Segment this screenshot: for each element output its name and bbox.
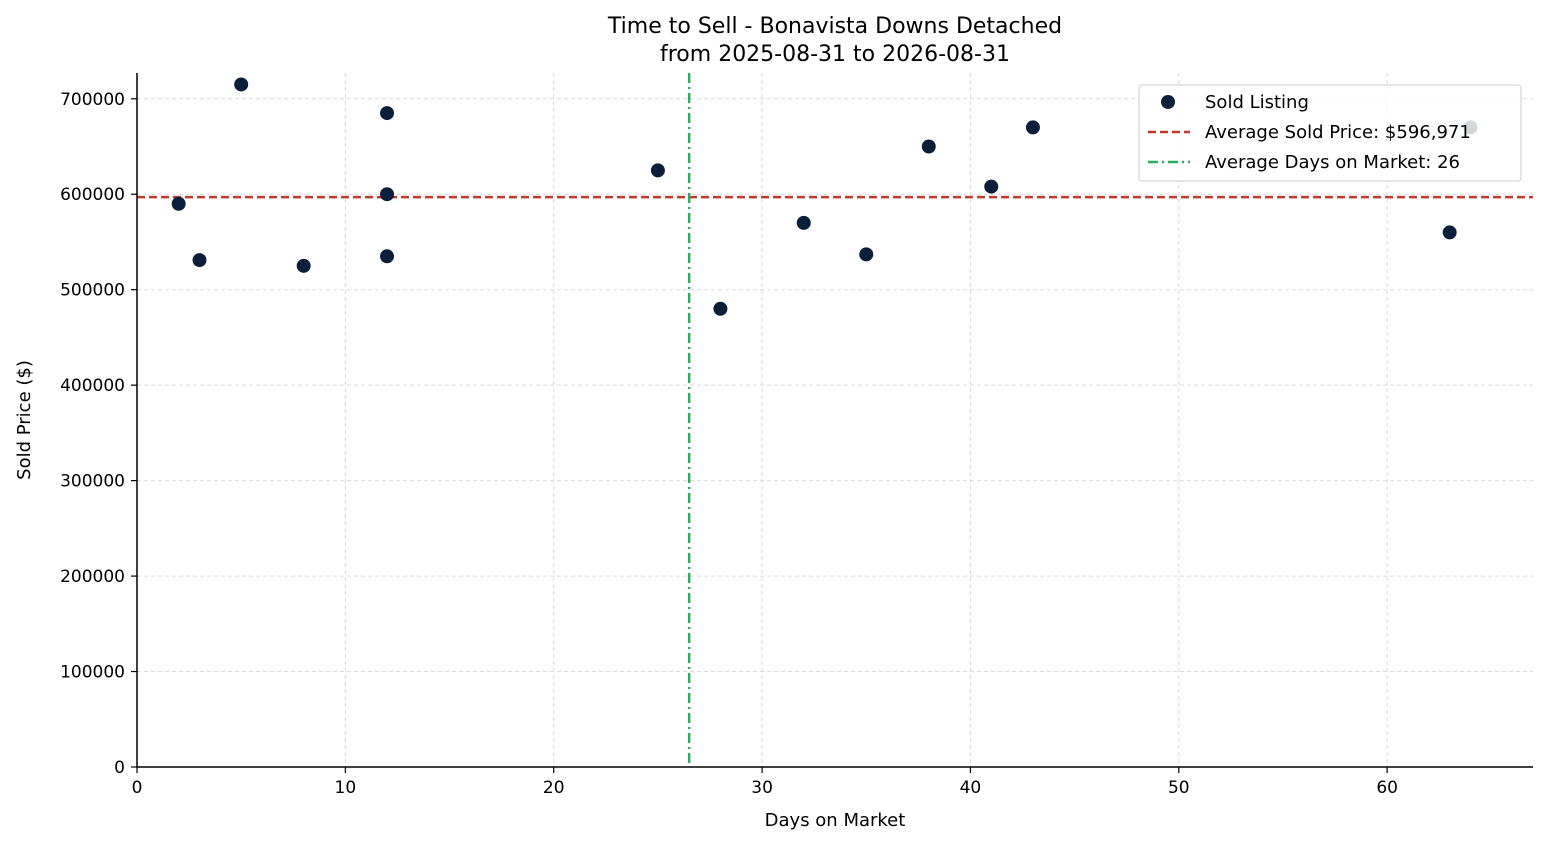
legend-label-average-sold-price: Average Sold Price: $596,971 xyxy=(1205,122,1471,143)
legend: Sold Listing Average Sold Price: $596,97… xyxy=(1138,84,1522,182)
data-point xyxy=(296,258,311,273)
legend-label-average-days: Average Days on Market: 26 xyxy=(1205,152,1460,173)
data-point xyxy=(234,77,249,92)
legend-marker-sold-listing xyxy=(1161,95,1175,109)
data-point xyxy=(380,106,395,121)
y-tick-label: 700000 xyxy=(60,90,125,110)
legend-box xyxy=(1138,84,1522,182)
legend-label-sold-listing: Sold Listing xyxy=(1205,92,1309,113)
data-point xyxy=(650,163,665,178)
y-tick-label: 500000 xyxy=(60,281,125,301)
y-tick-label: 600000 xyxy=(60,185,125,205)
chart-title: Time to Sell - Bonavista Downs Detached xyxy=(607,14,1062,39)
data-point xyxy=(921,139,936,154)
data-point xyxy=(192,253,207,268)
x-ticks: 0 10 20 30 40 50 60 xyxy=(132,767,1398,798)
y-ticks: 0 100000 200000 300000 400000 500000 600000 700… xyxy=(60,90,137,778)
x-tick-label: 40 xyxy=(960,778,982,798)
y-tick-label: 0 xyxy=(114,758,125,778)
y-tick-label: 400000 xyxy=(60,376,125,396)
chart-subtitle: from 2025-08-31 to 2026-08-31 xyxy=(660,42,1010,67)
data-point xyxy=(984,179,999,194)
data-point xyxy=(859,247,874,262)
y-tick-label: 200000 xyxy=(60,567,125,587)
y-tick-label: 100000 xyxy=(60,663,125,683)
x-tick-label: 0 xyxy=(132,778,143,798)
x-tick-label: 10 xyxy=(335,778,357,798)
reference-lines xyxy=(137,73,1533,767)
y-tick-label: 300000 xyxy=(60,472,125,492)
x-tick-label: 20 xyxy=(543,778,565,798)
data-point xyxy=(796,215,811,230)
data-point xyxy=(713,301,728,316)
x-tick-label: 50 xyxy=(1168,778,1190,798)
y-axis-label: Sold Price ($) xyxy=(14,360,35,480)
data-point xyxy=(380,249,395,264)
data-point xyxy=(171,196,186,211)
x-tick-label: 60 xyxy=(1376,778,1398,798)
x-tick-label: 30 xyxy=(751,778,773,798)
data-point xyxy=(1025,120,1040,135)
data-point xyxy=(1442,225,1457,240)
data-points xyxy=(171,77,1478,316)
x-axis-label: Days on Market xyxy=(765,810,906,831)
data-point xyxy=(380,187,395,202)
